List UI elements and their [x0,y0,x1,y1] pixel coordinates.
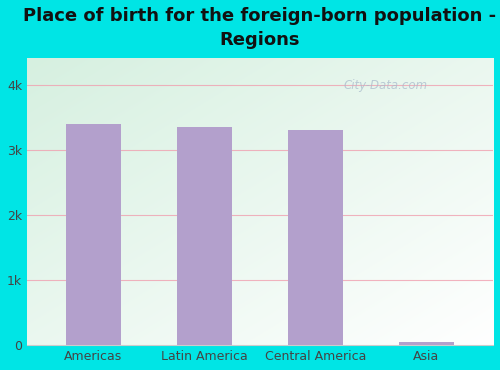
Bar [398,342,454,345]
Bar [177,127,232,345]
Title: Place of birth for the foreign-born population -
Regions: Place of birth for the foreign-born popu… [24,7,496,48]
Bar [66,124,122,345]
Text: City-Data.com: City-Data.com [344,78,428,91]
Bar [288,130,343,345]
